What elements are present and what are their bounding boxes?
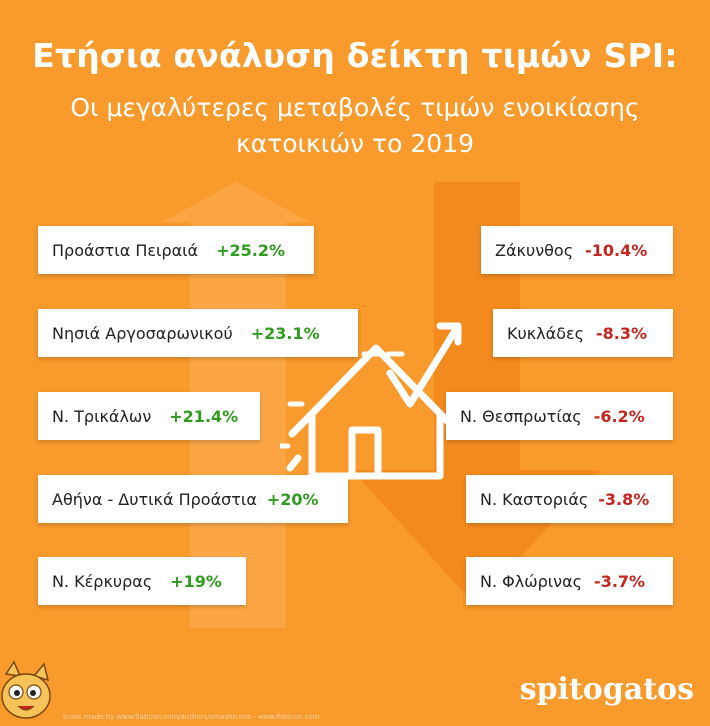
brand-logo: spitogatos [519, 672, 694, 707]
region-name: Ν. Φλώρινας [480, 571, 583, 591]
change-value: +21.4% [169, 406, 239, 426]
subtitle-line-1: Οι μεγαλύτερες μεταβολές τιμών ενοικίαση… [70, 93, 640, 122]
decrease-card: Ν. Φλώρινας -3.7% [466, 557, 673, 605]
page-subtitle: Οι μεγαλύτερες μεταβολές τιμών ενοικίαση… [0, 90, 710, 162]
change-value: +19% [170, 571, 222, 591]
change-value: -10.4% [585, 240, 648, 260]
region-name: Κυκλάδες [507, 323, 585, 343]
change-value: -6.2% [593, 406, 645, 426]
icon-credit: Icons made by www.flaticon.com/authors/s… [63, 713, 320, 721]
increase-card: Ν. Τρικάλων +21.4% [38, 392, 260, 440]
subtitle-line-2: κατοικιών το 2019 [236, 129, 474, 158]
decrease-card: Ν. Καστοριάς -3.8% [466, 475, 673, 523]
change-value: -8.3% [596, 323, 648, 343]
house-chart-icon [280, 322, 464, 480]
change-value: +20% [266, 489, 319, 509]
decrease-card: Ν. Θεσπρωτίας -6.2% [446, 392, 673, 440]
change-value: -3.8% [598, 489, 650, 509]
decrease-card: Κυκλάδες -8.3% [493, 309, 673, 357]
change-value: +23.1% [250, 323, 320, 343]
decrease-card: Ζάκυνθος -10.4% [481, 226, 673, 274]
increase-card: Ν. Κέρκυρας +19% [38, 557, 246, 605]
increase-card: Αθήνα - Δυτικά Προάστια +20% [38, 475, 348, 523]
change-value: +25.2% [216, 240, 286, 260]
region-name: Ζάκυνθος [495, 240, 574, 260]
region-name: Προάστια Πειραιά [52, 240, 199, 260]
change-value: -3.7% [594, 571, 646, 591]
region-name: Ν. Καστοριάς [480, 489, 589, 509]
region-name: Αθήνα - Δυτικά Προάστια [52, 489, 257, 509]
region-name: Νησιά Αργοσαρωνικού [52, 323, 233, 343]
region-name: Ν. Θεσπρωτίας [460, 406, 582, 426]
cat-mascot-icon [1, 660, 51, 719]
region-name: Ν. Τρικάλων [52, 406, 152, 426]
increase-card: Προάστια Πειραιά +25.2% [38, 226, 314, 274]
page-title: Ετήσια ανάλυση δείκτη τιμών SPI: [32, 36, 678, 75]
increase-card: Νησιά Αργοσαρωνικού +23.1% [38, 309, 358, 357]
region-name: Ν. Κέρκυρας [52, 571, 153, 591]
